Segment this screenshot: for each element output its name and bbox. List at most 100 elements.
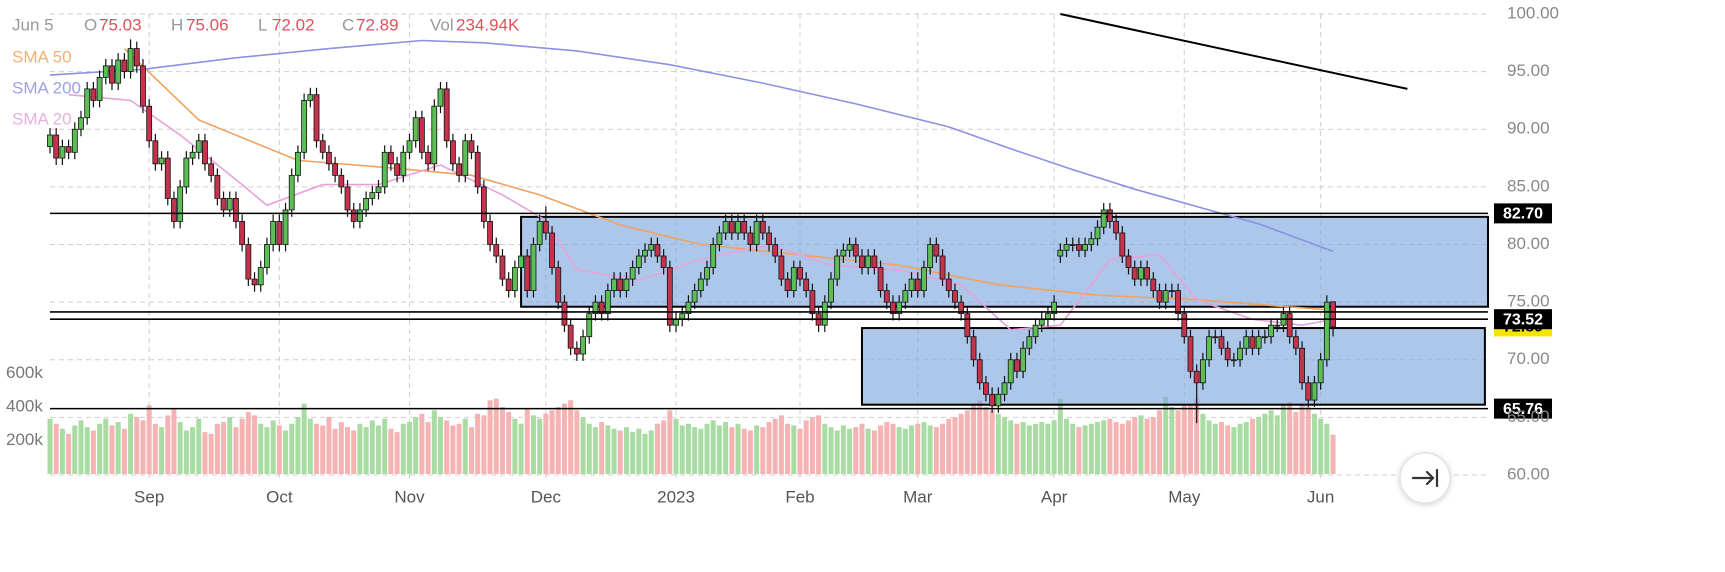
volume-bar	[487, 400, 493, 474]
candle-body	[412, 117, 419, 142]
candle-body	[654, 244, 661, 257]
candle-body	[301, 100, 308, 153]
sma-line	[68, 93, 1334, 331]
candle-body	[1119, 232, 1126, 257]
volume-bar	[1249, 418, 1255, 474]
volume-bar	[537, 418, 543, 474]
candle-body	[245, 244, 252, 280]
volume-bar	[128, 413, 134, 474]
candle-body	[456, 163, 462, 176]
candle-body	[964, 313, 971, 338]
axes: 60.00 65.00 70.00 75.00 80.00 85.00 90.00 95.00…	[6, 3, 1559, 506]
volume-bar	[159, 427, 165, 474]
y-tick-label: 75.00	[1507, 292, 1550, 311]
volume-bar	[1088, 423, 1094, 474]
candle-body	[202, 140, 208, 165]
volume-bar	[902, 428, 908, 474]
volume-bar	[239, 418, 245, 474]
volume-bar	[983, 407, 989, 474]
volume-bar	[134, 417, 140, 474]
volume-bar	[723, 422, 729, 474]
candle-body	[592, 301, 599, 315]
candle-body	[71, 128, 78, 153]
header-date: Jun 5	[12, 15, 54, 34]
volume-bar	[183, 430, 189, 474]
candle-body	[208, 163, 215, 176]
candle-body	[1206, 336, 1212, 361]
header-label: C	[342, 15, 354, 34]
volume-bar	[1194, 398, 1200, 474]
volume-bar	[1280, 405, 1286, 474]
candle-body	[995, 393, 1002, 407]
volume-bar	[475, 413, 481, 474]
candle-body	[549, 232, 555, 268]
x-tick-label: 2023	[657, 487, 695, 506]
volume-bar	[214, 423, 220, 474]
candle-body	[871, 255, 878, 268]
volume-bar	[53, 423, 59, 474]
volume-bar	[555, 407, 561, 474]
volume-bar	[599, 422, 605, 474]
volume-bar	[816, 415, 822, 474]
candle-body	[1057, 249, 1064, 257]
volume-bar	[977, 400, 983, 474]
candle-body	[462, 140, 469, 176]
candle-body	[803, 278, 810, 292]
candle-body	[487, 221, 493, 245]
candle-body	[251, 278, 258, 286]
volume-bar	[481, 415, 487, 474]
legend: SMA 50 SMA 200 SMA 20	[12, 47, 81, 128]
scroll-to-latest-button[interactable]	[1399, 452, 1451, 504]
y-tick-label: 100.00	[1507, 3, 1559, 22]
volume-bar	[320, 425, 326, 474]
volume-bar	[1206, 420, 1212, 474]
header-label: O	[84, 15, 97, 34]
candle-body	[735, 221, 741, 234]
x-tick-label: Oct	[266, 487, 293, 506]
candles	[47, 39, 1336, 424]
candle-body	[388, 151, 394, 165]
candle-body	[140, 65, 146, 107]
volume-bar	[698, 428, 704, 474]
volume-bar	[642, 433, 648, 474]
candle-body	[375, 186, 382, 194]
volume-bar	[301, 403, 307, 474]
candle-body	[586, 313, 593, 338]
level-label: 82.70	[1503, 206, 1543, 223]
volume-bar	[661, 420, 667, 474]
volume-bar	[1181, 405, 1187, 474]
candle-body	[970, 336, 977, 361]
volume-bar	[1057, 398, 1063, 474]
volume-bar	[276, 425, 282, 474]
volume-bar	[1008, 420, 1014, 474]
volume-bar	[103, 418, 109, 474]
volume-bar	[264, 427, 270, 474]
x-tick-label: Dec	[531, 487, 562, 506]
volume-bar	[524, 408, 530, 474]
volume-bar	[760, 427, 766, 474]
volume-bar	[419, 413, 425, 474]
volume-bar	[332, 428, 338, 474]
volume-bar	[785, 423, 791, 474]
candle-body	[914, 278, 921, 292]
candle-body	[859, 255, 865, 268]
volume-bar	[1305, 407, 1311, 474]
candle-body	[1292, 336, 1299, 349]
x-tick-label: Jun	[1307, 487, 1334, 506]
candle-body	[1286, 313, 1293, 338]
y-tick-label: 60.00	[1507, 464, 1550, 483]
header-value: 75.06	[186, 15, 229, 34]
candle-body	[821, 301, 828, 326]
volume-bar	[512, 418, 518, 474]
volume-bar	[1187, 403, 1193, 474]
candle-body	[908, 278, 915, 292]
candle-body	[220, 197, 227, 211]
sma-line	[123, 48, 1334, 311]
volume-bar	[326, 417, 332, 474]
x-tick-label: Apr	[1041, 487, 1068, 506]
volume-bar	[1268, 410, 1274, 474]
volume-bar	[1045, 423, 1051, 474]
candle-body	[449, 140, 456, 165]
volume-bar	[1039, 422, 1045, 474]
candle-body	[896, 301, 903, 315]
